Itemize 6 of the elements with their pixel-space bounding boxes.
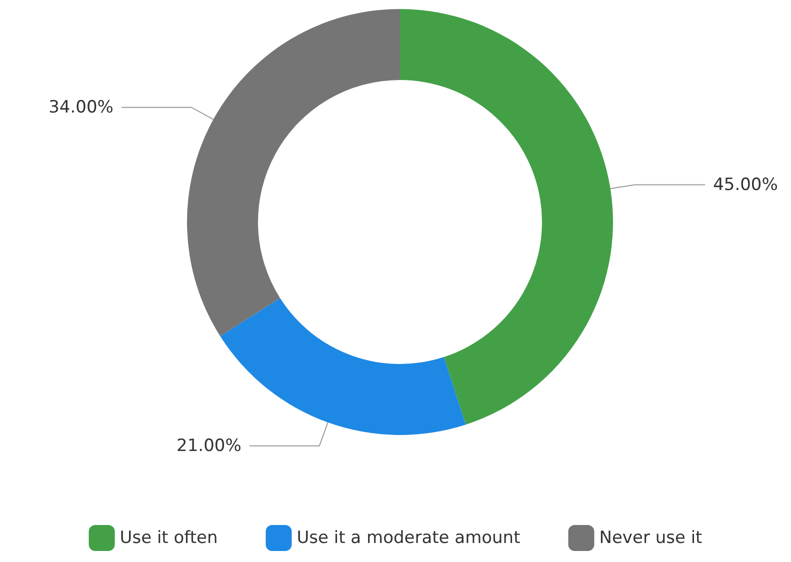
legend-label: Never use it xyxy=(599,528,703,548)
legend-label: Use it a moderate amount xyxy=(296,528,521,548)
data-label: 34.00% xyxy=(48,97,114,118)
data-label: 45.00% xyxy=(713,174,778,195)
data-label: 21.00% xyxy=(176,436,242,456)
legend-label: Use it often xyxy=(120,528,218,548)
